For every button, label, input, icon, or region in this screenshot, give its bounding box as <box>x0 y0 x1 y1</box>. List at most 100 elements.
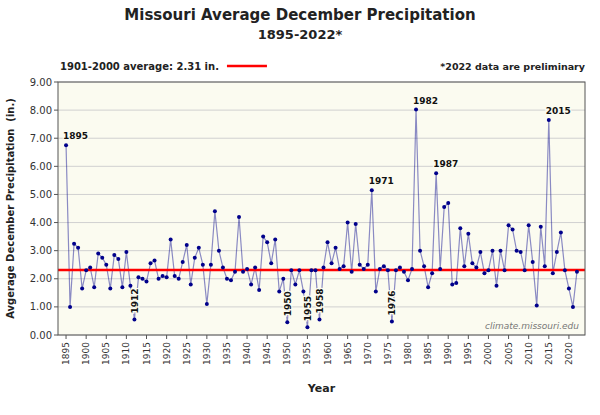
data-point <box>233 270 237 274</box>
data-point <box>478 250 482 254</box>
data-point <box>197 246 201 250</box>
data-point <box>571 305 575 309</box>
x-tick-label: 1910 <box>121 342 131 365</box>
x-tick-label: 2000 <box>483 342 493 365</box>
data-point <box>108 287 112 291</box>
data-point <box>551 271 555 275</box>
data-point <box>486 268 490 272</box>
y-tick <box>54 278 58 279</box>
x-tick-label: 1940 <box>242 342 252 365</box>
data-point <box>289 268 293 272</box>
data-point <box>454 281 458 285</box>
data-point <box>575 270 579 274</box>
data-point <box>169 237 173 241</box>
data-point <box>64 143 68 147</box>
data-point <box>261 235 265 239</box>
data-point <box>338 267 342 271</box>
data-point <box>253 266 257 270</box>
data-point <box>112 253 116 257</box>
data-group <box>58 108 585 330</box>
data-point <box>68 305 72 309</box>
data-point <box>201 263 205 267</box>
x-tick-label: 2020 <box>564 342 574 365</box>
data-point <box>458 226 462 230</box>
data-point <box>342 264 346 268</box>
data-point <box>309 268 313 272</box>
data-point <box>177 277 181 281</box>
x-tick <box>367 335 368 339</box>
plot-background <box>58 82 585 335</box>
data-point <box>317 318 321 322</box>
x-tick-label: 1945 <box>262 342 272 365</box>
data-point <box>120 285 124 289</box>
x-tick <box>146 335 147 339</box>
x-tick-label: 1965 <box>343 342 353 365</box>
x-tick <box>468 335 469 339</box>
data-point <box>229 278 233 282</box>
x-tick <box>106 335 107 339</box>
x-tick <box>307 335 308 339</box>
x-tick <box>428 335 429 339</box>
y-tick-label: 5.00 <box>30 189 52 200</box>
data-point <box>161 274 165 278</box>
x-tick <box>528 335 529 339</box>
data-point <box>370 188 374 192</box>
data-point <box>189 282 193 286</box>
x-tick-label: 1975 <box>383 342 393 365</box>
y-tick <box>54 194 58 195</box>
x-tick <box>186 335 187 339</box>
data-point <box>559 230 563 234</box>
data-point <box>490 249 494 253</box>
plot-frame <box>58 82 585 335</box>
data-point <box>523 268 527 272</box>
year-annotation: 1976 <box>387 290 397 315</box>
data-point <box>386 268 390 272</box>
x-tick-label: 2005 <box>504 342 514 365</box>
data-point <box>96 251 100 255</box>
data-point <box>406 278 410 282</box>
data-point <box>136 275 140 279</box>
data-point <box>434 171 438 175</box>
grid-line <box>58 110 585 111</box>
data-point <box>140 277 144 281</box>
data-point <box>241 270 245 274</box>
data-point <box>354 222 358 226</box>
subtitle: 1895-2022* <box>258 27 343 42</box>
x-tick <box>508 335 509 339</box>
data-point <box>442 205 446 209</box>
data-point <box>374 289 378 293</box>
y-tick-label: 8.00 <box>30 105 52 116</box>
y-tick-label: 7.00 <box>30 133 52 144</box>
y-tick-label: 6.00 <box>30 161 52 172</box>
x-tick-label: 1970 <box>363 342 373 365</box>
x-tick <box>267 335 268 339</box>
data-point <box>519 250 523 254</box>
x-tick <box>206 335 207 339</box>
website: climate.missouri.edu <box>485 321 579 331</box>
grid-line <box>58 138 585 139</box>
data-point <box>213 209 217 213</box>
y-tick <box>54 335 58 336</box>
data-point <box>358 263 362 267</box>
data-point <box>334 246 338 250</box>
data-point <box>100 256 104 260</box>
y-tick-label: 4.00 <box>30 217 52 228</box>
x-axis-label: Year <box>307 382 336 395</box>
data-point <box>221 266 225 270</box>
data-point <box>225 277 229 281</box>
data-point <box>563 268 567 272</box>
y-tick-label: 3.00 <box>30 245 52 256</box>
x-tick <box>548 335 549 339</box>
data-point <box>410 267 414 271</box>
data-point <box>84 268 88 272</box>
x-tick-label: 2010 <box>524 342 534 365</box>
grid-line <box>58 166 585 167</box>
data-point <box>149 261 153 265</box>
data-point <box>527 223 531 227</box>
precip-line <box>66 110 577 328</box>
x-tick <box>166 335 167 339</box>
x-tick <box>568 335 569 339</box>
data-point <box>330 261 334 265</box>
data-point <box>80 287 84 291</box>
data-point <box>281 277 285 281</box>
